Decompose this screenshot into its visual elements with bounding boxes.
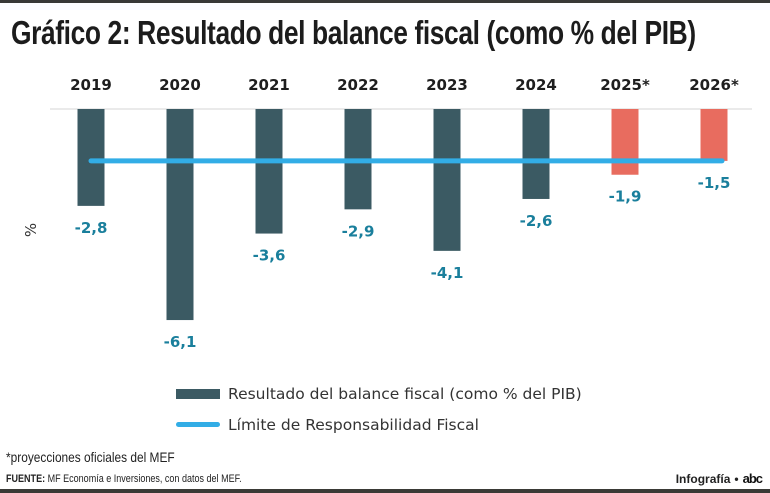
legend-label-balance: Resultado del balance fiscal (como % del… (228, 384, 582, 403)
data-label: -6,1 (164, 333, 197, 351)
category-label: 2020 (159, 76, 201, 94)
chart-legend: Resultado del balance fiscal (como % del… (176, 378, 582, 440)
category-label: 2022 (337, 76, 379, 94)
category-label: 2025* (600, 76, 650, 94)
legend-item-limit: Límite de Responsabilidad Fiscal (176, 409, 582, 440)
category-label: 2021 (248, 76, 290, 94)
data-label: -2,6 (520, 212, 553, 230)
category-label: 2023 (426, 76, 468, 94)
data-label: -2,8 (75, 219, 108, 237)
credit-label: Infografía (675, 471, 731, 486)
data-label: -1,9 (609, 188, 642, 206)
bar-2025 (611, 109, 639, 175)
legend-line-swatch (176, 422, 220, 427)
abc-logo: abc (742, 471, 763, 486)
credit: Infografía • abc (675, 471, 763, 486)
data-label: -4,1 (431, 264, 464, 282)
legend-item-balance: Resultado del balance fiscal (como % del… (176, 378, 582, 409)
bar-2026 (700, 109, 728, 161)
category-label: 2019 (70, 76, 112, 94)
data-label: -3,6 (253, 247, 286, 265)
source-label: FUENTE: (6, 473, 46, 485)
data-label: -2,9 (342, 222, 375, 240)
source-line: FUENTE: MF Economía e Inversiones, con d… (6, 473, 242, 485)
legend-bar-swatch (176, 388, 220, 399)
bullet-separator: • (734, 471, 739, 486)
data-label: -1,5 (698, 174, 731, 192)
category-label: 2024 (515, 76, 557, 94)
top-border (0, 0, 770, 3)
bar-2019 (77, 109, 105, 206)
bar-chart: 2019 2020 2021 2022 2023 2024 2025* 2026* -2,8 -… (22, 76, 752, 351)
bar-2023 (433, 109, 461, 251)
bar-2024 (522, 109, 550, 199)
source-text: MF Economía e Inversiones, con datos del… (45, 473, 242, 485)
bottom-border (0, 489, 770, 493)
category-label: 2026* (689, 76, 739, 94)
projection-note: *proyecciones oficiales del MEF (6, 449, 175, 465)
chart-title: Gráfico 2: Resultado del balance fiscal … (11, 14, 696, 51)
bar-2020 (166, 109, 194, 321)
y-axis-label: % (22, 223, 40, 237)
bar-2021 (255, 109, 283, 234)
legend-label-limit: Límite de Responsabilidad Fiscal (228, 415, 479, 434)
